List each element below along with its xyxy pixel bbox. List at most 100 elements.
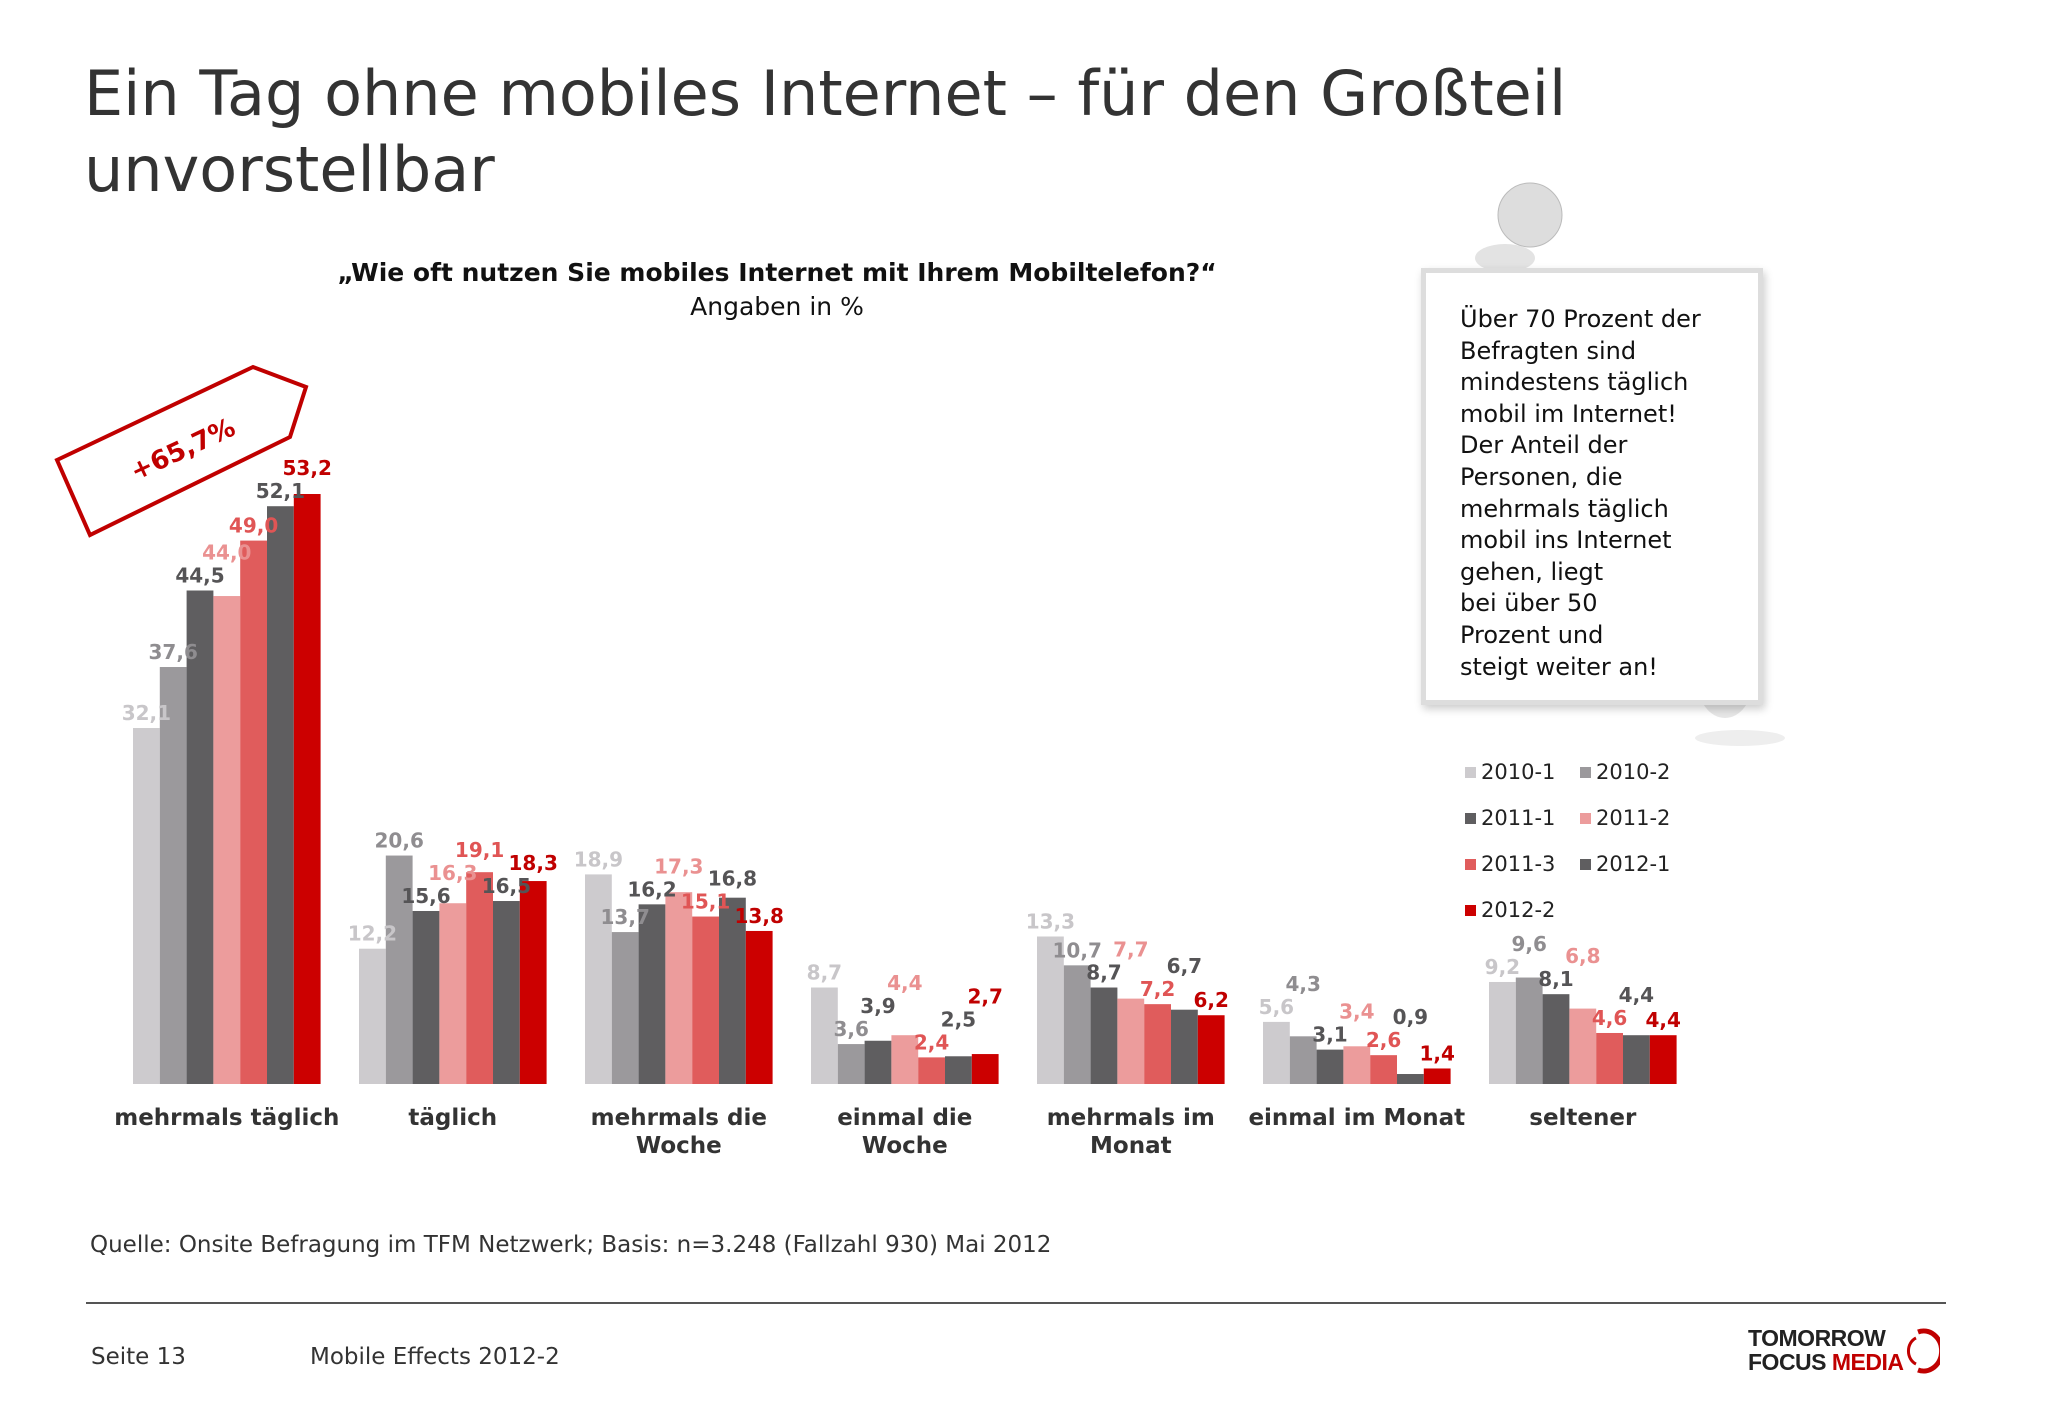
bar-2011-2-6 [1569, 1008, 1597, 1084]
bar-2012-1-5 [1397, 1074, 1424, 1084]
legend-item: 2010-2 [1580, 760, 1670, 784]
legend-label: 2010-1 [1481, 760, 1556, 784]
legend-swatch [1580, 766, 1591, 778]
callout-line: Der Anteil der [1460, 431, 1628, 460]
value-label: 7,7 [1113, 938, 1148, 962]
value-label: 19,1 [455, 838, 504, 862]
value-label: 44,0 [202, 540, 251, 564]
callout-line: bei über 50 [1460, 589, 1598, 618]
chart-question: „Wie oft nutzen Sie mobiles Internet mit… [337, 258, 1217, 287]
value-label: 44,5 [175, 563, 224, 587]
callout-box [1421, 268, 1763, 705]
category-label: einmal im Monat [1248, 1105, 1465, 1131]
bar-2012-2-4 [1197, 1015, 1225, 1084]
logo-line-1: TOMORROW [1748, 1325, 1886, 1351]
value-label: 20,6 [375, 829, 424, 853]
value-label: 13,8 [735, 904, 784, 928]
legend-swatch [1465, 812, 1476, 824]
value-labels-layer: 32,1 37,6 44,544,049,0 52,153,2 12,2 20,6 15,6… [122, 456, 1681, 1065]
callout-line: mobil im Internet! [1460, 399, 1677, 428]
value-label: 3,1 [1312, 1023, 1347, 1047]
bar-2010-2-4 [1063, 965, 1091, 1084]
callout-line: Personen, die [1460, 462, 1623, 491]
bar-2010-2-6 [1515, 977, 1543, 1084]
value-label: 2,4 [914, 1030, 949, 1054]
legend-label: 2012-2 [1481, 898, 1556, 922]
value-label: 8,1 [1538, 967, 1573, 991]
value-label: 15,6 [401, 884, 450, 908]
bar-2011-1-4 [1090, 987, 1118, 1084]
category-label: seltener [1529, 1105, 1637, 1131]
value-label: 0,9 [1393, 1005, 1428, 1029]
bar-2010-1-3 [811, 987, 838, 1084]
bar-2011-3-2 [692, 916, 719, 1084]
bar-2010-1-4 [1037, 936, 1064, 1084]
bar-2011-1-5 [1316, 1049, 1344, 1084]
bar-2011-3-0 [240, 540, 267, 1084]
legend-swatch [1580, 812, 1591, 824]
bar-2011-1-0 [186, 590, 214, 1084]
value-label: 18,3 [509, 851, 558, 875]
callout-line: mindestens täglich [1460, 368, 1689, 397]
footer-divider [86, 1302, 1946, 1304]
bar-2011-3-4 [1144, 1004, 1171, 1084]
category-labels-layer: mehrmals täglich täglich mehrmals dieWoche… [114, 1105, 1637, 1159]
value-label: 16,5 [482, 874, 531, 898]
bar-2011-2-1 [439, 903, 467, 1084]
value-label: 52,1 [256, 479, 305, 503]
bar-2011-3-3 [918, 1057, 945, 1084]
value-label: 6,2 [1193, 988, 1228, 1012]
callout-text: Über 70 Prozent der Befragten sind mindest… [1460, 304, 1760, 683]
callout-line: Prozent und [1460, 620, 1604, 649]
bar-2012-2-3 [971, 1054, 999, 1084]
bar-2010-1-0 [133, 728, 160, 1084]
bar-2012-1-3 [945, 1056, 972, 1084]
value-label: 16,2 [627, 877, 676, 901]
legend-item: 2011-1 [1465, 806, 1555, 830]
legend-label: 2011-1 [1481, 806, 1556, 830]
growth-badge: +65,7% [54, 364, 309, 538]
company-logo: TOMORROW FOCUS MEDIA [1748, 1325, 1940, 1375]
value-label: 2,7 [967, 984, 1002, 1008]
callout-line: Über 70 Prozent der [1460, 305, 1701, 333]
bar-2012-1-0 [267, 506, 294, 1084]
title-line-2: unvorstellbar [84, 133, 495, 206]
value-label: 17,3 [654, 854, 703, 878]
legend-label: 2011-3 [1481, 852, 1556, 876]
value-label: 49,0 [229, 514, 278, 538]
legend-item: 2012-1 [1580, 852, 1670, 876]
bar-2011-1-2 [638, 904, 666, 1084]
bar-2012-1-2 [719, 897, 746, 1084]
legend-label: 2011-2 [1596, 806, 1671, 830]
bar-2010-2-0 [159, 667, 187, 1084]
chart-unit: Angaben in % [690, 292, 864, 321]
bar-2011-1-1 [412, 910, 440, 1084]
value-label: 8,7 [807, 961, 842, 985]
category-label: Monat [1090, 1133, 1172, 1159]
value-label: 4,6 [1592, 1006, 1627, 1030]
title-line-1: Ein Tag ohne mobiles Internet – für den … [84, 57, 1567, 130]
bar-2011-3-1 [466, 872, 493, 1084]
legend-swatch [1465, 766, 1476, 778]
bar-2010-1-6 [1489, 981, 1516, 1084]
value-label: 10,7 [1053, 938, 1102, 962]
value-label: 4,3 [1285, 972, 1320, 996]
bar-chart: +65,7% 32,1 37,6 44,544,049,0 52,153,2 12,2 2… [54, 182, 1785, 1159]
value-label: 3,4 [1339, 1000, 1374, 1024]
figure-top-icon [1475, 182, 1563, 272]
legend-item: 2011-2 [1580, 806, 1670, 830]
value-label: 53,2 [283, 456, 332, 480]
value-label: 32,1 [122, 701, 171, 725]
value-label: 3,9 [860, 994, 895, 1018]
bar-2012-1-1 [493, 901, 520, 1084]
category-label: einmal die [837, 1105, 972, 1131]
logo-focus: FOCUS [1748, 1349, 1832, 1375]
value-label: 13,7 [601, 905, 650, 929]
value-label: 9,2 [1485, 955, 1520, 979]
bar-2010-1-2 [585, 874, 612, 1084]
bar-2011-2-2 [665, 892, 693, 1084]
value-label: 4,4 [1619, 983, 1654, 1007]
bar-2010-1-5 [1263, 1021, 1290, 1084]
legend-swatch [1465, 904, 1476, 916]
category-label: mehrmals im [1047, 1105, 1215, 1131]
